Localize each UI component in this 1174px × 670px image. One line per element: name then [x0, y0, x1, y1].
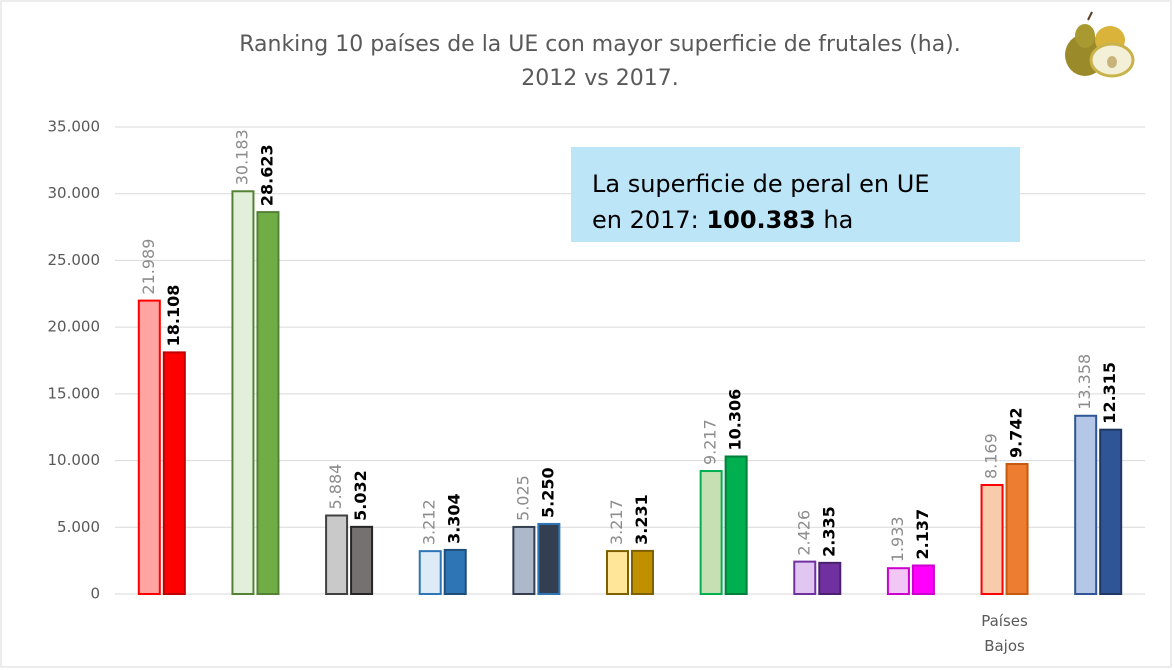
- y-tick-label: 20.000: [48, 318, 101, 336]
- data-label: 5.884: [326, 464, 345, 510]
- annotation: en 2017: 100.383 ha: [592, 206, 853, 234]
- data-label: 28.623: [257, 144, 276, 206]
- bar: [326, 515, 347, 594]
- data-label: 9.742: [1007, 407, 1026, 458]
- bar: [232, 191, 253, 594]
- data-label: 9.217: [701, 419, 720, 465]
- annotation: La superficie de peral en UE: [592, 170, 930, 198]
- y-tick-label: 0: [90, 585, 100, 603]
- data-label: 21.989: [139, 239, 158, 295]
- chart-title: Ranking 10 países de la UE con mayor sup…: [239, 32, 961, 57]
- y-tick-label: 5.000: [57, 518, 100, 536]
- bar: [888, 568, 909, 594]
- x-tick-label-line: Países: [981, 612, 1028, 630]
- data-label: 13.358: [1075, 354, 1094, 410]
- bar: [726, 456, 747, 594]
- data-label: 3.212: [420, 499, 439, 545]
- y-tick-label: 35.000: [48, 118, 101, 136]
- data-label: 3.304: [445, 493, 464, 544]
- annotation-text: en 2017:: [592, 206, 699, 234]
- bar: [1075, 416, 1096, 594]
- bar: [139, 301, 160, 594]
- bar: [420, 551, 441, 594]
- data-label: 10.306: [726, 389, 745, 451]
- data-label: 3.231: [632, 494, 651, 545]
- chart: Ranking 10 países de la UE con mayor sup…: [0, 0, 1174, 670]
- chart-title: 2012 vs 2017.: [521, 66, 678, 91]
- bar: [632, 551, 653, 594]
- data-label: 2.426: [794, 510, 813, 556]
- x-tick-label-line: Bajos: [984, 637, 1025, 655]
- bar: [794, 562, 815, 594]
- bar: [607, 551, 628, 594]
- data-label: 2.137: [913, 509, 932, 560]
- bar: [164, 352, 185, 594]
- y-tick-label: 15.000: [48, 384, 101, 402]
- data-label: 5.025: [513, 475, 532, 521]
- data-label: 1.933: [888, 516, 907, 562]
- data-label: 5.032: [351, 470, 370, 521]
- bar: [819, 563, 840, 594]
- data-label: 3.217: [607, 499, 626, 545]
- data-label: 5.250: [538, 467, 557, 518]
- data-label: 30.183: [232, 129, 251, 185]
- bar: [445, 550, 466, 594]
- data-label: 2.335: [819, 506, 838, 557]
- bar: [1100, 430, 1121, 594]
- data-label: 12.315: [1100, 362, 1119, 424]
- bar: [351, 527, 372, 594]
- y-tick-label: 30.000: [48, 184, 101, 202]
- annotation-value: 100.383: [706, 206, 815, 234]
- data-label: 18.108: [164, 285, 183, 347]
- bar: [538, 524, 559, 594]
- bar: [982, 485, 1003, 594]
- bar: [701, 471, 722, 594]
- bar: [257, 212, 278, 594]
- bar: [513, 527, 534, 594]
- annotation-unit: ha: [823, 206, 853, 234]
- bar: [913, 565, 934, 594]
- y-tick-label: 25.000: [48, 251, 101, 269]
- y-tick-label: 10.000: [48, 451, 101, 469]
- bar: [1007, 464, 1028, 594]
- data-label: 8.169: [982, 433, 1001, 479]
